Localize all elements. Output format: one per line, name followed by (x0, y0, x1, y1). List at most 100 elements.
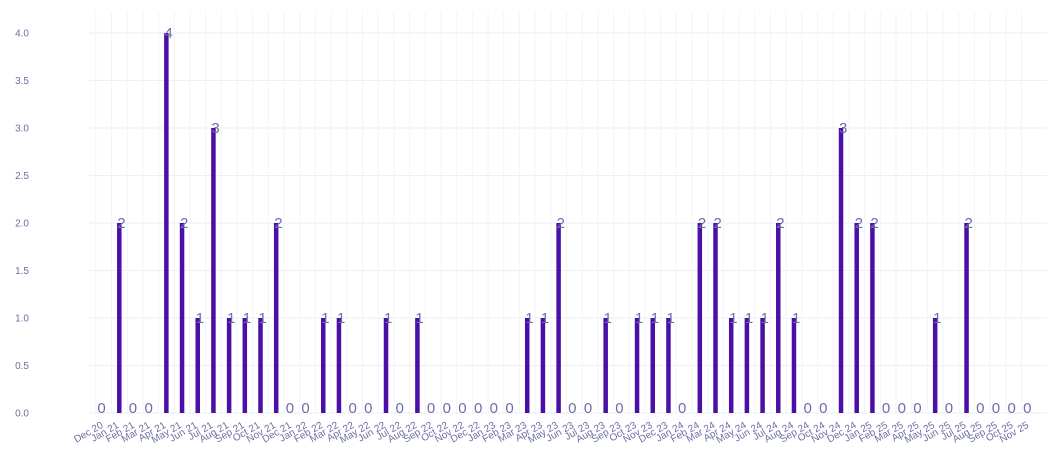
bar (179, 223, 185, 413)
bar (870, 223, 875, 413)
bar (195, 318, 200, 413)
data-label: 0 (458, 400, 466, 417)
bar (524, 318, 530, 413)
data-label: 3 (839, 120, 847, 137)
data-label: 3 (211, 120, 219, 137)
y-axis: 0.0 0.5 1.0 1.5 2.0 2.5 3.0 3.5 4.0 (15, 29, 29, 420)
data-label: 0 (803, 400, 811, 417)
bar (273, 223, 279, 413)
data-label: 1 (415, 310, 423, 327)
data-label: 0 (678, 400, 686, 417)
data-label: 0 (301, 400, 309, 417)
data-label: 0 (819, 400, 827, 417)
bar (556, 223, 561, 413)
grid-lines (89, 12, 1047, 414)
y-tick-label: 0.0 (15, 409, 29, 420)
data-label: 0 (97, 400, 105, 417)
y-tick-label: 1.5 (15, 266, 29, 277)
data-label: 1 (745, 310, 753, 327)
data-label: 1 (321, 310, 329, 327)
data-label: 1 (792, 310, 800, 327)
data-label: 0 (129, 400, 137, 417)
bar (383, 318, 389, 413)
bar (117, 223, 122, 413)
bar (634, 318, 640, 413)
bar (713, 223, 718, 413)
data-label: 0 (1007, 400, 1015, 417)
bar (932, 318, 938, 413)
data-label: 0 (976, 400, 984, 417)
y-tick-label: 4.0 (15, 29, 29, 40)
data-label: 2 (117, 215, 125, 232)
bar (964, 223, 969, 413)
bar (728, 318, 734, 413)
data-label: 2 (870, 215, 878, 232)
data-label: 1 (729, 310, 737, 327)
data-label: 0 (898, 400, 906, 417)
data-label: 1 (243, 310, 251, 327)
data-label: 1 (761, 310, 769, 327)
data-label: 0 (396, 400, 404, 417)
data-label: 1 (666, 310, 674, 327)
data-label: 1 (651, 310, 659, 327)
data-label: 0 (945, 400, 953, 417)
data-label: 0 (913, 400, 921, 417)
data-label: 1 (635, 310, 643, 327)
bar (854, 223, 859, 413)
bar (744, 318, 750, 413)
data-label: 1 (259, 310, 267, 327)
data-label: 2 (776, 215, 784, 232)
bar-series (117, 33, 969, 413)
bar (226, 318, 232, 413)
data-label: 0 (490, 400, 498, 417)
data-label: 2 (557, 215, 565, 232)
data-label: 0 (364, 400, 372, 417)
data-label: 1 (227, 310, 235, 327)
y-tick-label: 3.0 (15, 124, 29, 135)
bar (321, 318, 326, 413)
bar (540, 318, 546, 413)
data-label: 1 (933, 310, 941, 327)
data-label: 2 (855, 215, 863, 232)
y-tick-label: 3.5 (15, 76, 29, 87)
data-label: 1 (196, 310, 204, 327)
data-label: 0 (443, 400, 451, 417)
data-label: 0 (505, 400, 513, 417)
y-tick-label: 2.0 (15, 219, 29, 230)
data-label: 0 (348, 400, 356, 417)
data-label: 1 (541, 310, 549, 327)
data-label: 2 (965, 215, 973, 232)
data-label: 1 (337, 310, 345, 327)
bar (603, 318, 608, 413)
bar (776, 223, 781, 413)
data-label: 0 (584, 400, 592, 417)
data-label: 0 (992, 400, 1000, 417)
bar (760, 318, 765, 413)
bar (650, 318, 655, 413)
data-label: 0 (144, 400, 152, 417)
data-label: 1 (384, 310, 392, 327)
bar (164, 33, 169, 413)
data-label: 0 (615, 400, 623, 417)
bar (258, 318, 263, 413)
bar (242, 318, 248, 413)
data-label: 0 (882, 400, 890, 417)
y-tick-label: 1.0 (15, 314, 29, 325)
data-label: 1 (604, 310, 612, 327)
bar (211, 128, 216, 413)
data-label: 1 (525, 310, 533, 327)
bar (838, 128, 844, 413)
data-label: 0 (474, 400, 482, 417)
data-label: 0 (427, 400, 435, 417)
bar (336, 318, 342, 413)
bar (415, 318, 420, 413)
y-tick-label: 2.5 (15, 171, 29, 182)
bar (697, 223, 703, 413)
data-label: 2 (698, 215, 706, 232)
data-label: 0 (568, 400, 576, 417)
data-label: 2 (274, 215, 282, 232)
y-tick-label: 0.5 (15, 361, 29, 372)
